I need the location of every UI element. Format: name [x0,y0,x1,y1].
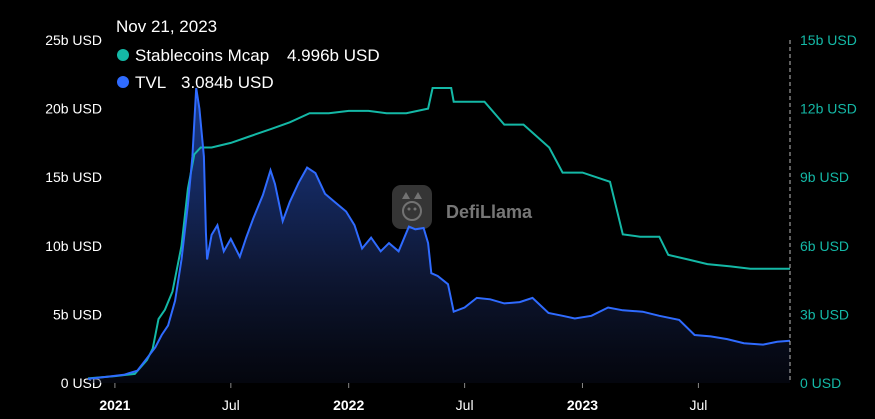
watermark: DefiLlama [392,185,533,229]
right-axis-tick-label: 9b USD [800,169,849,185]
x-axis-tick-label: 2022 [333,397,364,413]
watermark-text: DefiLlama [446,202,533,222]
right-axis-tick-label: 3b USD [800,306,849,322]
x-axis-tick-label: Jul [689,397,707,413]
right-axis-tick-label: 6b USD [800,238,849,254]
stablecoins-legend-value: 4.996b USD [287,46,380,65]
left-axis-tick-label: 20b USD [45,101,102,117]
stablecoins-legend-dot [117,49,129,61]
tvl-series-line[interactable] [87,87,791,380]
tvl-legend-label: TVL [135,73,166,92]
x-axis-tick-label: 2021 [99,397,130,413]
left-axis-tick-label: 15b USD [45,169,102,185]
x-axis-tick-label: Jul [222,397,240,413]
tooltip: Nov 21, 2023 Stablecoins Mcap 4.996b USD… [116,17,380,92]
stablecoins-legend-label: Stablecoins Mcap [135,46,269,65]
tvl-legend-value: 3.084b USD [181,73,274,92]
x-axis: 2021 Jul 2022 Jul 2023 Jul [99,383,707,413]
right-axis-tick-label: 12b USD [800,101,857,117]
stablecoins-series-line[interactable] [87,87,791,380]
tvl-legend-dot [117,76,129,88]
right-axis-tick-label: 15b USD [800,32,857,48]
right-axis-tick-label: 0 USD [800,375,841,391]
right-y-axis: 0 USD 3b USD 6b USD 9b USD 12b USD 15b USD [800,32,857,391]
x-axis-tick-label: Jul [456,397,474,413]
defillama-logo-icon [392,185,432,229]
tooltip-date: Nov 21, 2023 [116,17,217,36]
x-axis-tick-label: 2023 [567,397,598,413]
left-axis-tick-label: 10b USD [45,238,102,254]
left-axis-tick-label: 5b USD [53,306,102,322]
left-axis-tick-label: 25b USD [45,32,102,48]
